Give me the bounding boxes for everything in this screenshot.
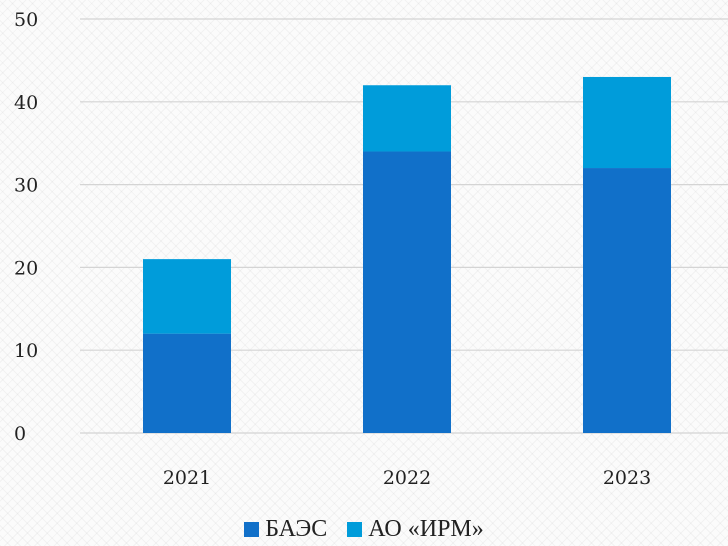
bar-2023-series-2	[583, 76, 671, 169]
y-tick-label-10: 10	[14, 340, 38, 362]
x-tick-label-2021: 2021	[163, 467, 211, 489]
x-tick-label-2022: 2022	[383, 467, 431, 489]
y-tick-label-20: 20	[14, 257, 38, 279]
legend-label-series-2: АО «ИРМ»	[368, 515, 484, 542]
y-tick-label-30: 30	[14, 175, 38, 197]
y-tick-label-0: 0	[14, 423, 26, 445]
bar-2021-series-1	[143, 333, 231, 433]
legend-item-series-1: БАЭС	[244, 516, 327, 543]
bar-2021-series-2	[143, 259, 231, 334]
legend-swatch-series-2	[347, 521, 363, 537]
legend-swatch-series-1	[244, 521, 260, 537]
bar-2023-series-1	[583, 168, 671, 434]
y-tick-label-50: 50	[14, 9, 38, 31]
y-tick-label-40: 40	[14, 92, 38, 114]
bar-2022-series-1	[363, 151, 451, 434]
chart-legend: БАЭС АО «ИРМ»	[0, 512, 728, 546]
legend-item-series-2: АО «ИРМ»	[347, 516, 484, 543]
x-tick-label-2023: 2023	[603, 467, 651, 489]
legend-label-series-1: БАЭС	[265, 515, 328, 542]
bar-2022-series-2	[363, 85, 451, 152]
